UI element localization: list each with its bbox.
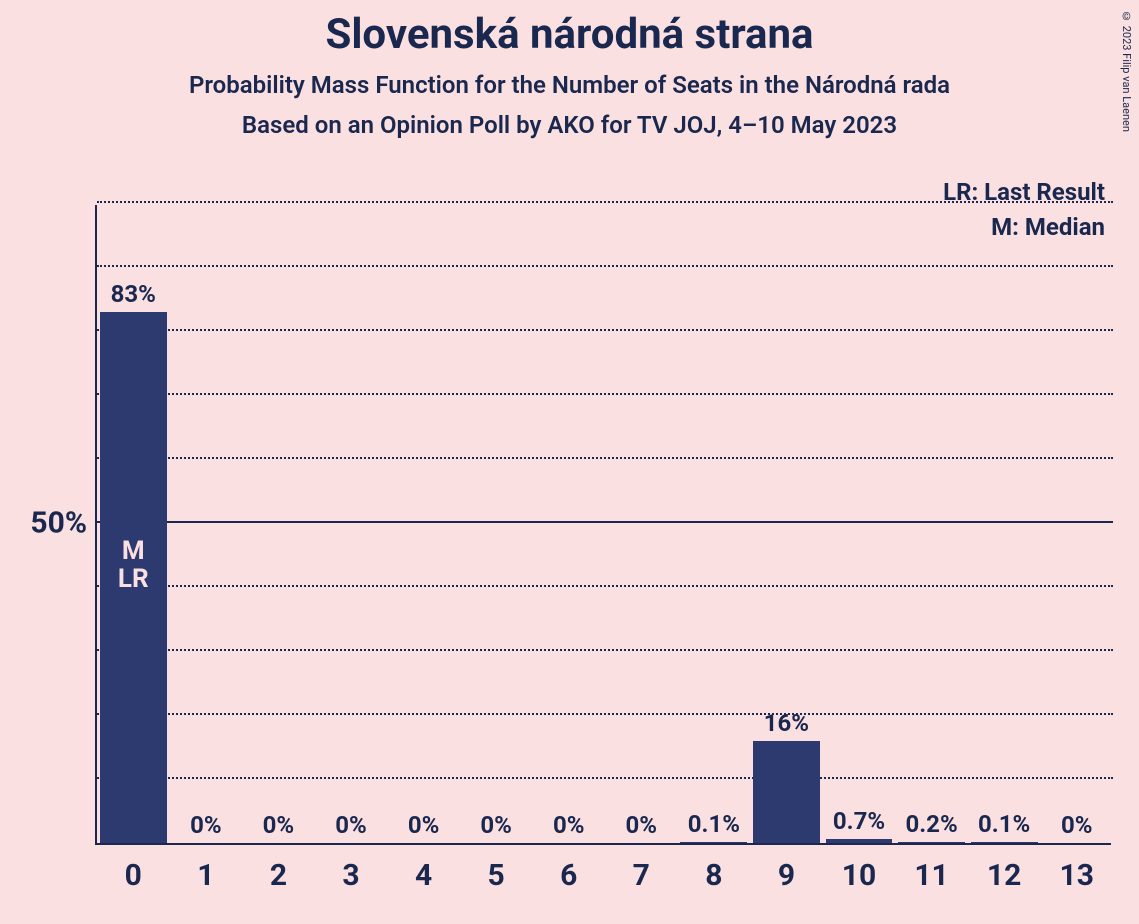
bar-value-label: 0.2% [898,810,965,842]
y-axis-label: 50% [5,506,87,541]
copyright-text: © 2023 Filip van Laenen [1120,10,1133,132]
x-axis-label: 13 [1040,858,1113,893]
bar-value-label: 0% [245,811,312,843]
chart-subtitle-2: Based on an Opinion Poll by AKO for TV J… [0,111,1139,139]
bar [680,842,747,843]
x-axis-label: 10 [823,858,896,893]
gridline [97,457,1113,459]
bar-value-label: 0% [172,811,239,843]
bar-value-label: 0% [1043,811,1110,843]
gridline [97,585,1113,587]
x-axis-label: 4 [387,858,460,893]
bar-value-label: 0% [318,811,385,843]
bar-value-label: 0% [390,811,457,843]
gridline [97,329,1113,331]
bar-value-label: 0% [463,811,530,843]
bar-value-label: 0.1% [971,810,1038,842]
bar-value-label: 0% [535,811,602,843]
bar [753,741,820,843]
chart-plot: LR: Last Result M: Median 50%83%MLR00%10… [95,205,1111,845]
x-axis-label: 12 [968,858,1041,893]
x-axis-label: 11 [895,858,968,893]
gridline [97,521,1113,523]
x-axis-label: 6 [532,858,605,893]
gridline [97,713,1113,715]
gridline [97,201,1113,203]
bar-value-label: 0.1% [680,810,747,842]
x-axis-label: 2 [242,858,315,893]
bar [898,842,965,843]
bar-marker: MLR [100,537,167,594]
x-axis-label: 5 [460,858,533,893]
x-axis-label: 1 [170,858,243,893]
chart-plot-area: LR: Last Result M: Median 50%83%MLR00%10… [95,205,1111,845]
x-axis-label: 8 [678,858,751,893]
bar-value-label: 16% [753,709,820,741]
bar-value-label: 0.7% [826,807,893,839]
x-axis-label: 3 [315,858,388,893]
bar-value-label: 0% [608,811,675,843]
bar [826,839,893,843]
x-axis-label: 9 [750,858,823,893]
gridline [97,777,1113,779]
x-axis-label: 0 [97,858,170,893]
x-axis-label: 7 [605,858,678,893]
gridline [97,649,1113,651]
gridline [97,393,1113,395]
gridline [97,265,1113,267]
legend-m: M: Median [991,213,1105,241]
bar [971,842,1038,843]
chart-subtitle-1: Probability Mass Function for the Number… [0,71,1139,99]
chart-title: Slovenská národná strana [0,0,1139,59]
